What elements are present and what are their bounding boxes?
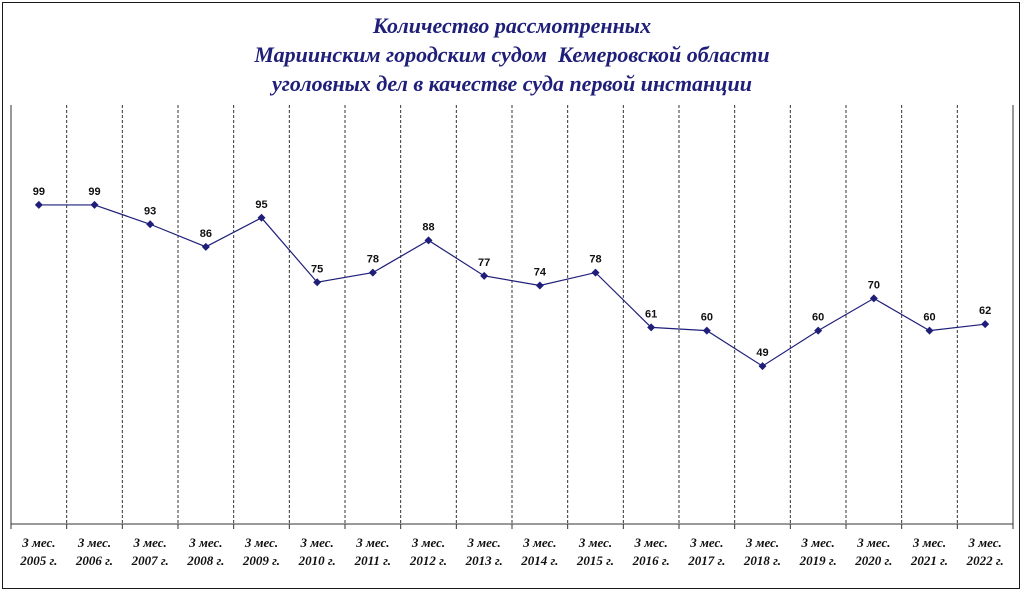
data-label: 88 — [422, 221, 434, 233]
data-point — [313, 278, 322, 287]
data-label: 77 — [478, 257, 490, 269]
data-label: 70 — [868, 279, 880, 291]
x-tick-label: 3 мес. 2015 г. — [576, 535, 614, 568]
chart-title: Количество рассмотренных Мариинским горо… — [3, 11, 1021, 98]
data-point — [647, 323, 656, 332]
data-point — [257, 213, 266, 222]
data-label: 60 — [701, 312, 713, 324]
data-label: 78 — [367, 254, 379, 266]
chart-title-line-1: Количество рассмотренных — [372, 13, 652, 38]
x-tick-label: 3 мес. 2011 г. — [354, 535, 391, 568]
x-tick-label: 3 мес. 2013 г. — [465, 535, 503, 568]
x-tick-label: 3 мес. 2017 г. — [687, 535, 725, 568]
x-tick-label: 3 мес. 2007 г. — [131, 535, 169, 568]
data-point — [591, 268, 600, 277]
x-tick-label: 3 мес. 2019 г. — [799, 535, 837, 568]
data-point — [814, 326, 823, 335]
data-point — [201, 242, 210, 251]
data-point — [146, 220, 155, 229]
x-tick-label: 3 мес. 2016 г. — [632, 535, 670, 568]
data-point — [869, 294, 878, 303]
x-tick-label: 3 мес. 2014 г. — [520, 535, 558, 568]
chart-title-line-2: Мариинским городским судом Кемеровской о… — [254, 42, 770, 67]
data-point — [981, 320, 990, 329]
data-label: 75 — [311, 263, 323, 275]
x-tick-label: 3 мес. 2010 г. — [298, 535, 336, 568]
x-tick-label: 3 мес. 2006 г. — [75, 535, 113, 568]
data-label: 74 — [534, 266, 547, 278]
data-point — [424, 236, 433, 245]
data-label: 99 — [33, 186, 45, 198]
x-tick-label: 3 мес. 2009 г. — [242, 535, 280, 568]
data-point — [535, 281, 544, 290]
x-tick-label: 3 мес. 2022 г. — [966, 535, 1004, 568]
data-label: 60 — [923, 312, 935, 324]
x-tick-label: 3 мес. 2020 г. — [854, 535, 892, 568]
x-tick-label: 3 мес. 2018 г. — [743, 535, 781, 568]
data-label: 61 — [645, 308, 657, 320]
data-point — [758, 362, 767, 371]
data-point — [368, 268, 377, 277]
data-label: 62 — [979, 305, 991, 317]
x-tick-label: 3 мес. 2005 г. — [19, 535, 57, 568]
data-label: 99 — [88, 186, 100, 198]
x-tick-label: 3 мес. 2021 г. — [910, 535, 948, 568]
data-point — [702, 326, 711, 335]
data-label: 49 — [756, 347, 768, 359]
line-chart: 99 99 93 86 95 75 78 88 77 74 78 61 60 49 60 70 60 62 3 ме… — [10, 105, 1014, 568]
data-label: 86 — [200, 228, 212, 240]
data-point — [480, 271, 489, 280]
series-line — [38, 204, 986, 367]
data-label: 78 — [589, 254, 601, 266]
data-point — [34, 200, 43, 209]
data-point — [90, 200, 99, 209]
data-label: 95 — [255, 199, 267, 211]
x-tick-label: 3 мес. 2012 г. — [409, 535, 447, 568]
data-label: 93 — [144, 205, 156, 217]
x-tick-label: 3 мес. 2008 г. — [186, 535, 224, 568]
chart-title-line-3: уголовных дел в качестве суда первой инс… — [272, 71, 752, 96]
data-label: 60 — [812, 312, 824, 324]
data-point — [925, 326, 934, 335]
